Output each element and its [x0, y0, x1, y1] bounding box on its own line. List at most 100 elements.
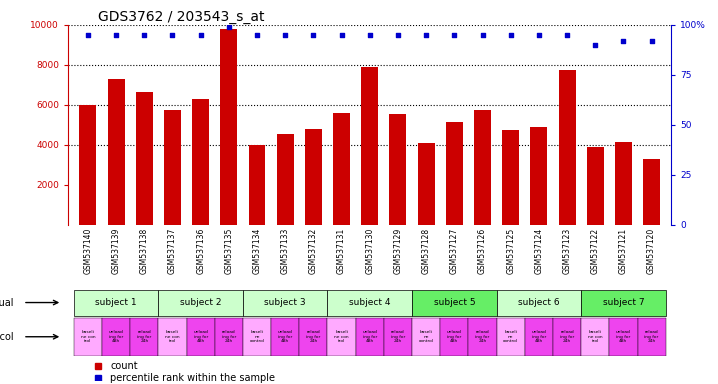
Text: GSM537123: GSM537123: [562, 228, 572, 274]
Bar: [440, 318, 468, 356]
Bar: [130, 318, 159, 356]
Text: reload
ing for
24h: reload ing for 24h: [560, 330, 574, 343]
Text: GSM537125: GSM537125: [506, 228, 516, 274]
Text: reload
ing for
24h: reload ing for 24h: [391, 330, 405, 343]
Bar: [243, 290, 327, 316]
Point: [561, 32, 573, 38]
Text: reload
ing for
24h: reload ing for 24h: [222, 330, 236, 343]
Bar: [384, 318, 412, 356]
Bar: [108, 79, 125, 225]
Bar: [355, 318, 384, 356]
Bar: [610, 318, 638, 356]
Point: [139, 32, 150, 38]
Text: GSM537129: GSM537129: [393, 228, 403, 274]
Point: [617, 38, 629, 44]
Point: [111, 32, 122, 38]
Text: GDS3762 / 203543_s_at: GDS3762 / 203543_s_at: [98, 10, 265, 24]
Text: baseli
ne con
trol: baseli ne con trol: [335, 330, 349, 343]
Text: reload
ing for
24h: reload ing for 24h: [137, 330, 151, 343]
Text: GSM537121: GSM537121: [619, 228, 628, 274]
Bar: [553, 318, 581, 356]
Bar: [136, 92, 153, 225]
Bar: [412, 290, 497, 316]
Text: percentile rank within the sample: percentile rank within the sample: [111, 373, 276, 383]
Bar: [305, 129, 322, 225]
Bar: [164, 110, 181, 225]
Text: reload
ing for
24h: reload ing for 24h: [645, 330, 658, 343]
Text: GSM537126: GSM537126: [478, 228, 487, 274]
Text: subject 5: subject 5: [434, 298, 475, 307]
Bar: [418, 143, 434, 225]
Point: [307, 32, 319, 38]
Text: unload
ing for
48h: unload ing for 48h: [363, 330, 377, 343]
Bar: [243, 318, 271, 356]
Point: [279, 32, 291, 38]
Point: [477, 32, 488, 38]
Point: [167, 32, 178, 38]
Point: [589, 42, 601, 48]
Bar: [497, 318, 525, 356]
Text: baseli
ne
control: baseli ne control: [250, 330, 264, 343]
Bar: [502, 130, 519, 225]
Bar: [559, 70, 576, 225]
Text: unload
ing for
48h: unload ing for 48h: [193, 330, 208, 343]
Text: GSM537131: GSM537131: [337, 228, 346, 274]
Text: unload
ing for
48h: unload ing for 48h: [531, 330, 546, 343]
Point: [421, 32, 432, 38]
Text: subject 2: subject 2: [180, 298, 221, 307]
Bar: [412, 318, 440, 356]
Bar: [102, 318, 130, 356]
Text: unload
ing for
48h: unload ing for 48h: [108, 330, 123, 343]
Bar: [525, 318, 553, 356]
Text: GSM537128: GSM537128: [421, 228, 431, 274]
Bar: [581, 290, 666, 316]
Text: GSM537132: GSM537132: [309, 228, 318, 274]
Text: reload
ing for
24h: reload ing for 24h: [475, 330, 490, 343]
Point: [364, 32, 376, 38]
Bar: [389, 114, 406, 225]
Text: GSM537135: GSM537135: [224, 228, 233, 275]
Text: individual: individual: [0, 298, 14, 308]
Bar: [327, 318, 355, 356]
Point: [392, 32, 404, 38]
Text: protocol: protocol: [0, 332, 14, 342]
Text: subject 4: subject 4: [349, 298, 391, 307]
Point: [82, 32, 93, 38]
Bar: [80, 105, 96, 225]
Text: unload
ing for
48h: unload ing for 48h: [447, 330, 462, 343]
Bar: [159, 290, 243, 316]
Point: [251, 32, 263, 38]
Text: subject 3: subject 3: [264, 298, 306, 307]
Bar: [643, 159, 660, 225]
Text: subject 7: subject 7: [602, 298, 644, 307]
Text: GSM537140: GSM537140: [83, 228, 93, 275]
Text: GSM537133: GSM537133: [281, 228, 290, 275]
Bar: [248, 145, 266, 225]
Bar: [159, 318, 187, 356]
Bar: [497, 290, 581, 316]
Point: [505, 32, 516, 38]
Text: subject 1: subject 1: [95, 298, 137, 307]
Bar: [271, 318, 299, 356]
Text: GSM537122: GSM537122: [591, 228, 600, 274]
Point: [223, 24, 235, 30]
Bar: [192, 99, 209, 225]
Text: GSM537138: GSM537138: [140, 228, 149, 274]
Bar: [581, 318, 610, 356]
Bar: [333, 113, 350, 225]
Text: GSM537136: GSM537136: [196, 228, 205, 275]
Bar: [361, 67, 378, 225]
Text: GSM537137: GSM537137: [168, 228, 177, 275]
Text: unload
ing for
48h: unload ing for 48h: [616, 330, 631, 343]
Bar: [74, 318, 102, 356]
Bar: [615, 142, 632, 225]
Point: [336, 32, 348, 38]
Text: baseli
ne
control: baseli ne control: [419, 330, 434, 343]
Bar: [220, 29, 238, 225]
Bar: [327, 290, 412, 316]
Bar: [474, 110, 491, 225]
Text: GSM537130: GSM537130: [365, 228, 374, 275]
Text: unload
ing for
48h: unload ing for 48h: [278, 330, 293, 343]
Text: reload
ing for
24h: reload ing for 24h: [307, 330, 320, 343]
Text: GSM537139: GSM537139: [111, 228, 121, 275]
